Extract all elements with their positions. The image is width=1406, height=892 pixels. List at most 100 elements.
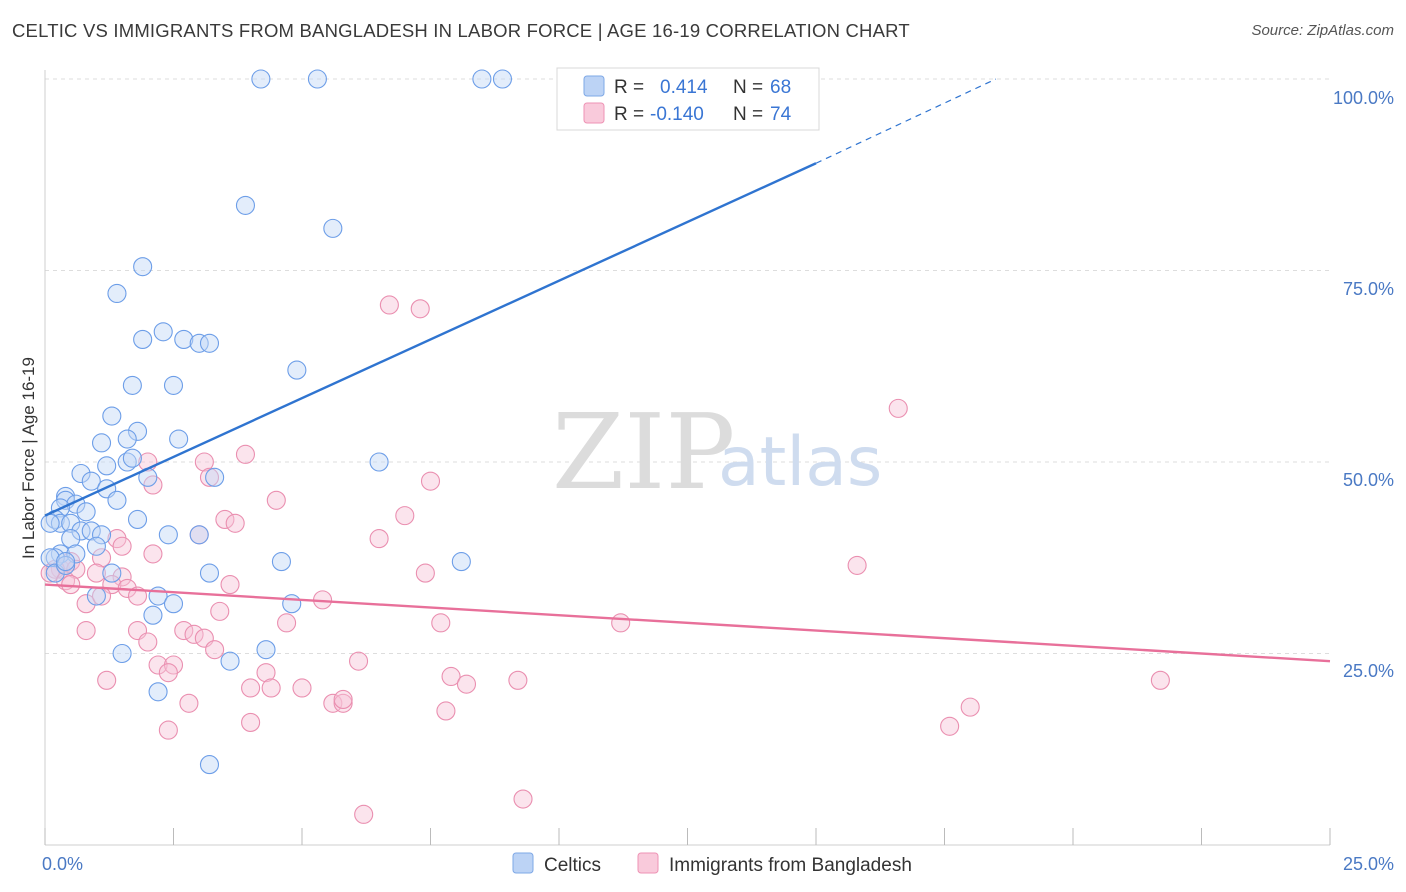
y-tick-label-100: 100.0% [1333,88,1394,108]
celtics-point [271,552,291,572]
celtics-point [117,429,137,449]
celtics-point [158,525,178,545]
bangladesh-point [235,444,256,464]
celtics-trend-extension [815,78,997,164]
bangladesh-point [415,563,435,583]
bangladesh-point [611,613,631,633]
bangladesh-point [256,663,276,683]
legend-n-value-celtics: 68 [770,77,791,98]
watermark-zip: ZIP [552,391,735,513]
bangladesh-point [348,651,369,671]
celtics-point [153,322,173,342]
legend-r-value-bangladesh: -0.140 [650,104,704,125]
bangladesh-point [194,452,214,472]
y-axis-label: In Labor Force | Age 16-19 [19,357,38,559]
celtics-point [112,643,132,664]
celtics-point [127,421,148,441]
bangladesh-point [513,789,533,809]
legend-r-label-bangladesh: R = [614,104,644,125]
legend-r-label-celtics: R = [614,77,644,98]
legend-bangladesh-swatch [583,102,605,124]
bangladesh-point [441,666,461,687]
bangladesh-point [1150,670,1170,690]
celtics-point [40,513,60,533]
bangladesh-point [127,586,148,606]
celtics-point [91,433,112,453]
celtics-point [174,329,194,349]
celtics-point [163,594,184,614]
bangladesh-point [76,620,96,641]
chart-title: CELTIC VS IMMIGRANTS FROM BANGLADESH IN … [12,20,910,41]
bangladesh-trend-line [44,583,1331,663]
celtics-point [472,69,492,89]
celtics-point [127,509,148,530]
celtics-point [287,360,307,380]
celtics-point [143,605,163,625]
bangladesh-point [847,555,867,575]
bangladesh-point [420,471,441,491]
bangladesh-point [261,678,281,698]
series-celtics-points [40,69,579,775]
celtics-point [91,525,112,545]
bangladesh-point [199,467,220,487]
celtics-point [169,429,189,449]
celtics-point [71,463,91,484]
celtics-point [122,448,142,468]
celtics-point [282,594,302,614]
legend-n-label-bangladesh: N = [733,104,763,125]
celtics-point [323,218,343,238]
bangladesh-point [277,613,297,633]
celtics-point [107,283,127,304]
bangladesh-point [215,509,235,530]
celtics-point [492,69,513,89]
bangladesh-point [241,712,261,732]
watermark: ZIP atlas [552,391,882,513]
legend-series: Celtics Immigrants from Bangladesh [512,852,912,876]
celtics-point [86,536,106,556]
celtics-point [122,375,142,395]
bangladesh-point [112,536,132,556]
bangladesh-point [266,490,286,510]
bangladesh-point [143,544,163,564]
legend-bottom-bangladesh-label: Immigrants from Bangladesh [669,855,912,876]
celtics-point [45,548,65,568]
celtics-point [117,452,137,472]
legend-stats: R = 0.414 N = 68 R = -0.140 N = 74 [556,67,820,131]
legend-n-value-bangladesh: 74 [770,104,792,125]
celtics-point [369,452,389,472]
bangladesh-point [112,567,132,587]
source-credit: Source: ZipAtlas.com [1251,22,1394,39]
celtics-point [189,333,209,353]
legend-bottom-celtics-label: Celtics [544,855,601,876]
bangladesh-point [174,620,194,641]
celtics-point [107,490,127,510]
bangladesh-point [76,594,96,614]
bangladesh-point [225,513,245,533]
y-tick-label-50: 50.0% [1343,470,1394,490]
celtics-point [199,333,220,353]
x-tick-label-25: 25.0% [1343,854,1394,874]
bangladesh-point [323,693,343,713]
bangladesh-point [395,506,415,526]
celtics-point [307,69,327,89]
celtics-point [61,529,81,549]
y-tick-label-25: 25.0% [1343,661,1394,681]
celtics-point [189,525,209,545]
x-tick-marks [44,828,1331,845]
celtics-point [50,513,70,533]
bangladesh-point [940,716,960,736]
celtics-point [97,456,117,476]
celtics-point [102,406,122,426]
celtics-trend-line [44,162,817,517]
bangladesh-point [205,640,225,660]
celtics-point [163,375,184,395]
celtics-point [102,563,122,583]
bangladesh-point [138,632,158,652]
bangladesh-point [960,697,980,717]
bangladesh-point [888,398,908,418]
celtics-point [86,586,106,606]
gridlines [45,78,1330,654]
legend-bottom-bangladesh-swatch [637,852,659,874]
bangladesh-point [40,563,60,583]
